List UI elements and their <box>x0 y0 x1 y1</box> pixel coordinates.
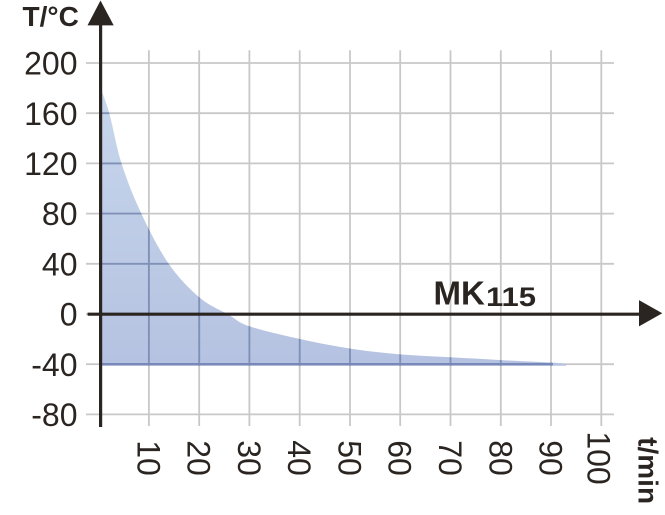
svg-text:80: 80 <box>482 440 518 476</box>
svg-text:0: 0 <box>60 297 78 333</box>
svg-text:70: 70 <box>432 440 468 476</box>
svg-text:100: 100 <box>580 431 616 484</box>
svg-text:MK: MK <box>434 275 485 312</box>
svg-text:-80: -80 <box>31 397 77 433</box>
svg-text:40: 40 <box>281 440 317 476</box>
svg-text:10: 10 <box>130 440 166 476</box>
svg-text:50: 50 <box>332 440 368 476</box>
svg-text:90: 90 <box>533 440 569 476</box>
svg-text:t/min: t/min <box>633 437 664 504</box>
svg-text:40: 40 <box>42 246 78 282</box>
svg-text:20: 20 <box>181 440 217 476</box>
svg-text:30: 30 <box>231 440 267 476</box>
svg-text:-40: -40 <box>31 347 77 383</box>
svg-text:200: 200 <box>24 46 77 82</box>
svg-text:80: 80 <box>42 196 78 232</box>
svg-text:60: 60 <box>382 440 418 476</box>
svg-text:T/°C: T/°C <box>23 1 79 32</box>
svg-text:120: 120 <box>24 146 77 182</box>
svg-text:160: 160 <box>24 96 77 132</box>
svg-text:115: 115 <box>486 282 536 312</box>
